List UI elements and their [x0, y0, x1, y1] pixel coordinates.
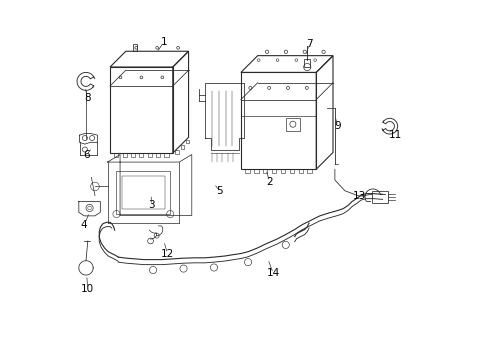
- Text: 5: 5: [216, 186, 222, 196]
- Bar: [122, 153, 126, 157]
- Bar: [116, 171, 170, 214]
- Bar: [307, 169, 311, 173]
- Bar: [131, 153, 135, 157]
- Text: 11: 11: [387, 130, 401, 140]
- Bar: [298, 169, 302, 173]
- Text: 9: 9: [334, 121, 340, 131]
- Text: 1: 1: [160, 37, 167, 47]
- Bar: [304, 59, 309, 67]
- Bar: [285, 118, 299, 131]
- Text: 4: 4: [81, 220, 87, 230]
- Bar: [122, 176, 164, 209]
- Text: 12: 12: [161, 248, 174, 258]
- Text: 6: 6: [83, 150, 90, 160]
- Bar: [245, 169, 249, 173]
- Bar: [114, 153, 118, 157]
- Text: 8: 8: [84, 93, 91, 103]
- Bar: [263, 169, 267, 173]
- Bar: [185, 140, 189, 143]
- Bar: [139, 153, 143, 157]
- Text: 7: 7: [305, 39, 312, 49]
- Text: 2: 2: [266, 177, 272, 187]
- Bar: [175, 150, 179, 154]
- Bar: [254, 169, 258, 173]
- Bar: [371, 191, 387, 203]
- Bar: [289, 169, 293, 173]
- Bar: [280, 169, 285, 173]
- Bar: [164, 153, 168, 157]
- Text: 3: 3: [148, 200, 154, 210]
- Bar: [271, 169, 276, 173]
- Text: 14: 14: [266, 268, 279, 278]
- Bar: [156, 153, 160, 157]
- Bar: [180, 145, 183, 149]
- Text: 10: 10: [81, 284, 94, 294]
- Text: 13: 13: [352, 191, 365, 201]
- Bar: [133, 44, 137, 51]
- Bar: [147, 153, 152, 157]
